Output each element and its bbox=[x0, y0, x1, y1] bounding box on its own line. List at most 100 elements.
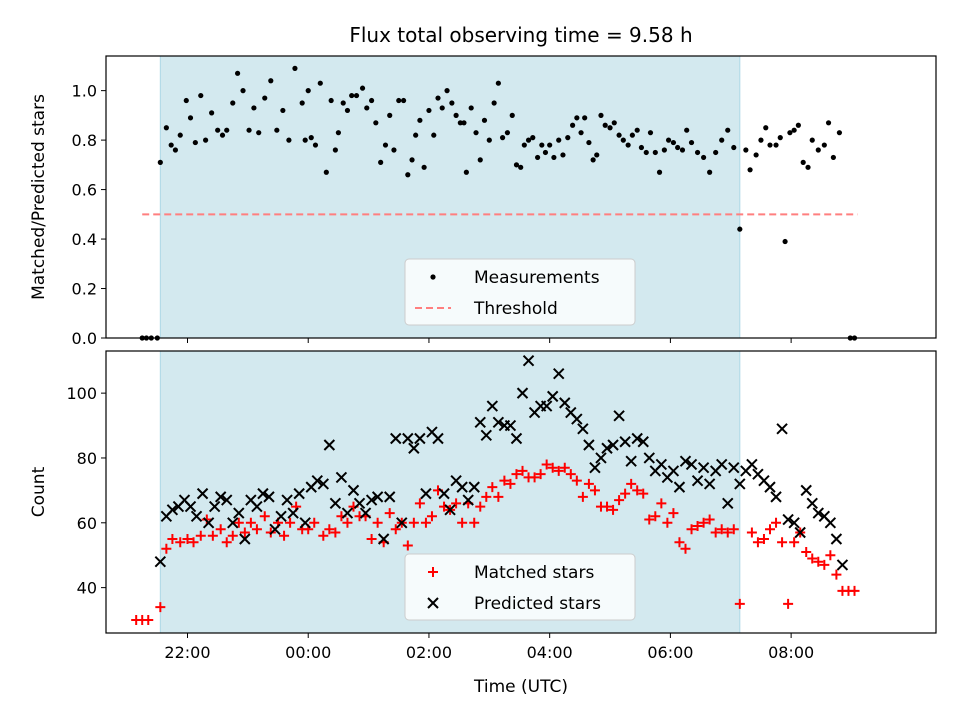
predicted-star-point bbox=[311, 474, 323, 487]
measurement-point bbox=[747, 167, 753, 173]
measurement-point bbox=[560, 152, 566, 158]
plot-frame bbox=[105, 350, 937, 634]
predicted-star-point bbox=[806, 497, 818, 510]
x-tick-label: 00:00 bbox=[285, 643, 331, 662]
predicted-star-point bbox=[233, 507, 245, 519]
matched-star-point bbox=[559, 462, 570, 473]
measurement-point bbox=[234, 70, 241, 76]
measurement-point bbox=[535, 154, 541, 161]
measurement-point bbox=[340, 100, 346, 106]
measurement-point bbox=[292, 65, 298, 71]
matched-star-point bbox=[511, 469, 522, 480]
matched-star-point bbox=[734, 598, 745, 609]
measurement-point bbox=[230, 100, 236, 106]
measurement-point bbox=[359, 85, 366, 91]
measurement-point bbox=[192, 139, 198, 146]
measurement-point bbox=[777, 135, 783, 141]
measurement-point bbox=[809, 137, 815, 143]
measurement-point bbox=[504, 130, 511, 136]
matched-star-point bbox=[279, 530, 290, 541]
matched-star-point bbox=[372, 517, 383, 528]
measurement-point bbox=[495, 80, 501, 86]
measurement-point bbox=[251, 105, 257, 111]
matched-star-point bbox=[457, 517, 468, 528]
predicted-star-point bbox=[275, 510, 287, 523]
measurement-point bbox=[737, 226, 743, 232]
measurement-point bbox=[743, 147, 749, 153]
measurement-point bbox=[435, 95, 441, 101]
measurement-point bbox=[725, 127, 731, 133]
legend: Matched stars Predicted stars bbox=[404, 553, 636, 621]
measurement-point bbox=[302, 137, 308, 143]
measurement-point bbox=[461, 120, 467, 126]
matched-star-point bbox=[167, 534, 178, 544]
matched-star-point bbox=[309, 517, 320, 528]
matched-star-point bbox=[849, 585, 860, 596]
matched-star-point bbox=[259, 511, 270, 522]
measurement-point bbox=[353, 92, 360, 99]
measurement-point bbox=[791, 127, 797, 133]
measurement-point bbox=[694, 149, 701, 156]
matched-star-point bbox=[529, 472, 540, 483]
predicted-star-point bbox=[516, 387, 529, 399]
predicted-star-point bbox=[782, 513, 794, 526]
predicted-star-point bbox=[335, 471, 348, 484]
matched-star-point bbox=[565, 469, 576, 480]
matched-star-point bbox=[324, 524, 335, 535]
measurement-point bbox=[611, 120, 617, 126]
measurement-point bbox=[787, 130, 793, 136]
predicted-star-point bbox=[214, 491, 227, 503]
measurement-point bbox=[565, 135, 571, 141]
y-tick-label: 0.0 bbox=[72, 329, 97, 348]
measurement-point bbox=[638, 144, 645, 151]
predicted-star-point bbox=[613, 410, 625, 422]
matched-star-point bbox=[499, 475, 510, 486]
predicted-star-point bbox=[546, 390, 559, 403]
measurement-point bbox=[821, 142, 827, 148]
matched-star-point bbox=[175, 537, 186, 548]
measurement-point bbox=[574, 115, 580, 121]
matched-star-point bbox=[807, 553, 818, 564]
measurement-point bbox=[753, 152, 759, 158]
measurement-point bbox=[224, 127, 230, 133]
matched-star-point bbox=[674, 537, 685, 548]
measurement-point bbox=[652, 149, 658, 156]
matched-star-point bbox=[366, 534, 377, 544]
predicted-star-point bbox=[492, 416, 505, 429]
measurement-point bbox=[444, 88, 450, 94]
measurement-point bbox=[805, 164, 811, 170]
measurement-point bbox=[274, 127, 280, 133]
predicted-star-point bbox=[824, 517, 837, 529]
predicted-star-point bbox=[196, 487, 209, 500]
predicted-star-point bbox=[559, 397, 571, 409]
predicted-star-point bbox=[202, 517, 215, 529]
predicted-star-point bbox=[637, 436, 649, 448]
measurement-point bbox=[364, 105, 370, 111]
predicted-star-point bbox=[595, 452, 607, 464]
predicted-star-point bbox=[510, 432, 523, 445]
series-measurements bbox=[139, 65, 858, 341]
x-tick-label: 02:00 bbox=[406, 643, 452, 662]
measurement-point bbox=[187, 115, 194, 121]
matched-star-point bbox=[771, 517, 782, 528]
y-tick-label: 0.6 bbox=[72, 181, 97, 200]
predicted-star-point bbox=[468, 481, 480, 493]
measurement-point bbox=[198, 92, 204, 99]
measurement-point bbox=[598, 112, 604, 118]
matched-star-point bbox=[686, 524, 697, 535]
predicted-star-point bbox=[154, 555, 167, 568]
predicted-star-point bbox=[619, 436, 631, 448]
measurement-point bbox=[625, 142, 631, 148]
measurement-point bbox=[547, 142, 553, 148]
matched-star-point bbox=[251, 524, 262, 535]
matched-star-point bbox=[656, 498, 667, 509]
measurement-point bbox=[387, 112, 393, 118]
matched-star-point bbox=[233, 517, 244, 528]
measurement-point bbox=[570, 122, 576, 128]
measurement-point bbox=[312, 142, 319, 148]
measurement-point bbox=[594, 152, 600, 158]
measurement-point bbox=[556, 137, 562, 143]
measurement-point bbox=[286, 137, 292, 143]
matched-star-point bbox=[825, 550, 836, 561]
measurement-point bbox=[400, 97, 407, 104]
